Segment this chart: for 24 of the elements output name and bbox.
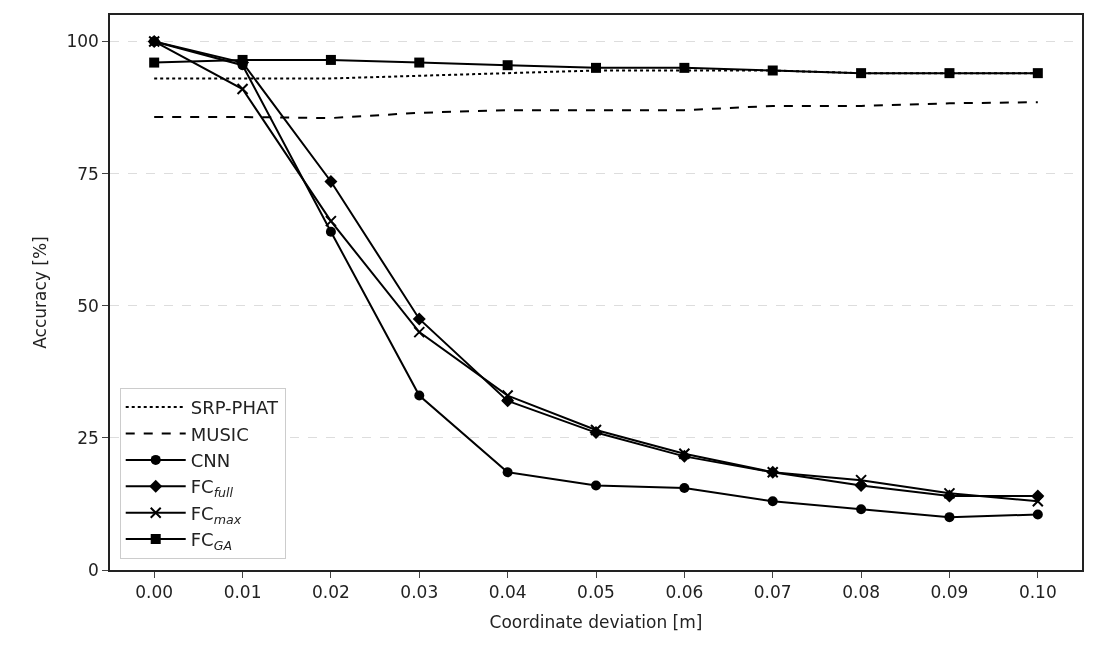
x-tick-label: 0.10 bbox=[1018, 582, 1057, 603]
x-tick-label: 0.02 bbox=[311, 582, 350, 603]
x-tick-label: 0.01 bbox=[223, 582, 262, 603]
y-tick-label: 50 bbox=[77, 295, 99, 316]
legend-label: FC$_{max}$ bbox=[190, 502, 242, 527]
y-tick-label: 0 bbox=[88, 559, 99, 580]
y-tick-label: 75 bbox=[77, 163, 99, 184]
x-tick-label: 0.07 bbox=[753, 582, 792, 603]
x-tick-label: 0.04 bbox=[488, 582, 527, 603]
x-tick-label: 0.03 bbox=[400, 582, 439, 603]
legend-label: MUSIC bbox=[190, 423, 249, 445]
legend-label: SRP-PHAT bbox=[190, 397, 279, 419]
y-tick-label: 100 bbox=[66, 31, 99, 52]
y-tick-label: 25 bbox=[77, 427, 99, 448]
x-tick-label: 0.00 bbox=[135, 582, 174, 603]
x-tick-label: 0.08 bbox=[842, 582, 881, 603]
legend-label: FC$_{full}$ bbox=[190, 476, 234, 501]
legend-label: CNN bbox=[190, 449, 231, 471]
x-axis-title: Coordinate deviation [m] bbox=[489, 612, 703, 633]
x-tick-label: 0.05 bbox=[577, 582, 615, 603]
x-tick-label: 0.09 bbox=[930, 582, 969, 603]
y-axis-title: Accuracy [%] bbox=[30, 236, 51, 349]
legend-label: FC$_{GA}$ bbox=[190, 529, 233, 553]
x-tick-label: 0.06 bbox=[665, 582, 704, 603]
